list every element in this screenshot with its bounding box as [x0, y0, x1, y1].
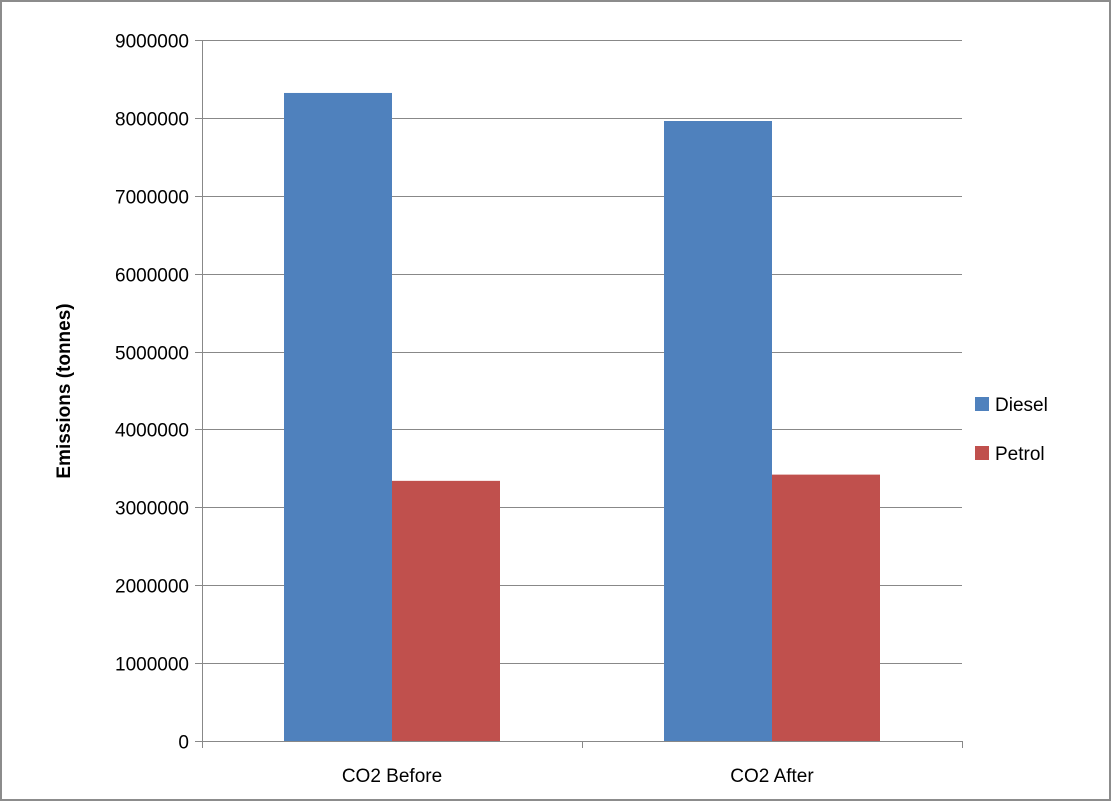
y-tick-label-3: 3000000	[115, 499, 189, 520]
y-tick-label-0: 0	[178, 733, 189, 754]
axes	[195, 40, 963, 748]
x-tick-label-1: CO2 After	[730, 766, 814, 787]
bars	[284, 92, 880, 741]
y-tick-label-8: 8000000	[115, 110, 189, 131]
y-tick-label-6: 6000000	[115, 266, 189, 287]
legend-label-diesel: Diesel	[995, 395, 1048, 416]
bar-petrol-1	[772, 474, 880, 741]
legend-label-petrol: Petrol	[995, 444, 1045, 465]
bar-diesel-1	[664, 121, 772, 741]
bar-petrol-0	[392, 480, 500, 741]
x-tick-label-0: CO2 Before	[342, 766, 442, 787]
bar-diesel-0	[284, 92, 392, 741]
legend-swatch-diesel	[975, 397, 989, 411]
y-tick-label-2: 2000000	[115, 577, 189, 598]
y-tick-label-5: 5000000	[115, 344, 189, 365]
y-axis-title: Emissions (tonnes)	[54, 303, 75, 478]
y-tick-label-9: 9000000	[115, 32, 189, 53]
y-tick-label-7: 7000000	[115, 188, 189, 209]
y-tick-label-4: 4000000	[115, 421, 189, 442]
y-tick-label-1: 1000000	[115, 655, 189, 676]
legend-swatch-petrol	[975, 446, 989, 460]
tick-labels: 0 1000000 2000000 3000000 4000000 5000000 6000…	[115, 32, 814, 788]
legend: Diesel Petrol	[975, 395, 1048, 465]
